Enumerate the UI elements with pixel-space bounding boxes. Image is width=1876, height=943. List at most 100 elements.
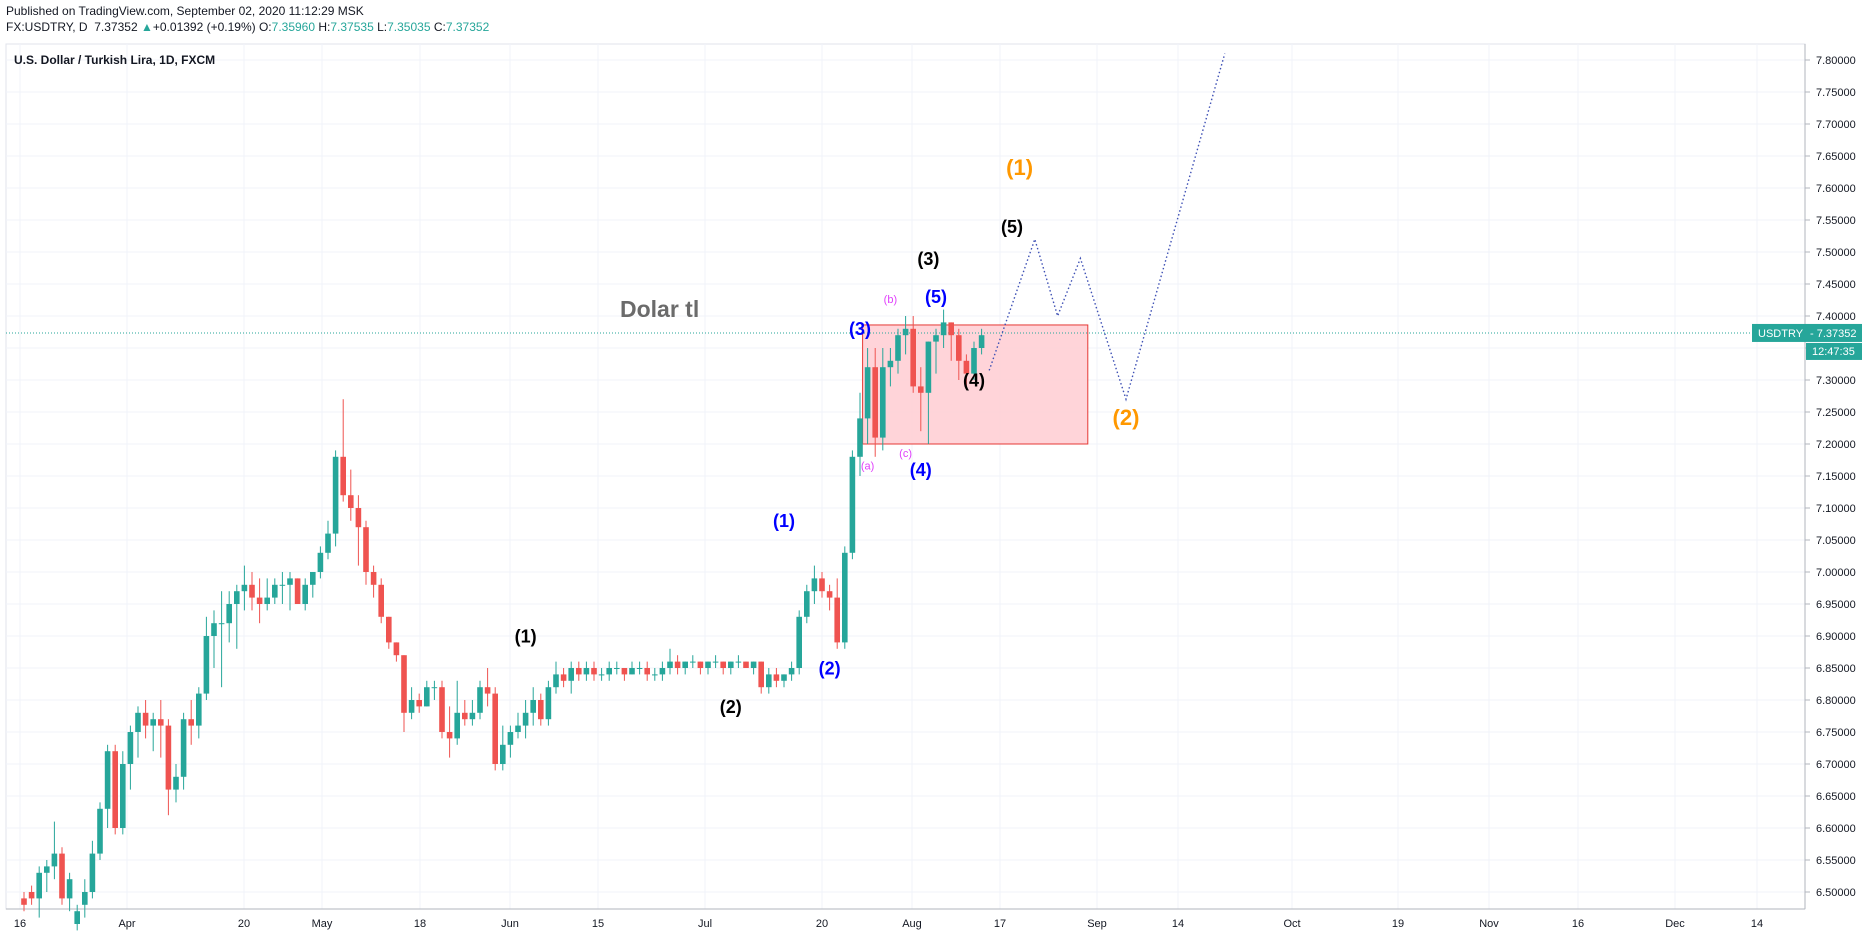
close-label: C:	[433, 20, 446, 34]
wave-label: (a)	[861, 461, 874, 473]
countdown-box	[1806, 342, 1862, 360]
candle-body	[302, 584, 308, 604]
candle-body	[644, 668, 650, 675]
change-arrow-icon: ▲	[140, 20, 153, 34]
candle-body	[469, 712, 476, 720]
price-tick-label: 7.20000	[1816, 439, 1856, 451]
candle-body	[766, 674, 772, 688]
time-axis[interactable]: 16 Apr 20 May 18 Jun 15 Jul 20 Aug 17 Sep 14 Oct 19 Nov…	[6, 908, 1805, 930]
time-tick-label: 16	[1572, 918, 1584, 930]
candle-body	[880, 367, 886, 438]
candle-body	[150, 719, 156, 726]
candle-body	[834, 597, 840, 643]
candle-body	[788, 668, 795, 675]
price-tick-label: 7.60000	[1816, 183, 1856, 195]
candle-body	[370, 572, 377, 585]
last-price: 7.37352	[94, 20, 138, 34]
candle-body	[294, 578, 301, 604]
price-tick-label: 6.75000	[1816, 727, 1856, 739]
candle-body	[348, 495, 354, 508]
candle-body	[279, 584, 286, 586]
wave-label: (3)	[917, 249, 939, 269]
candle-body	[583, 668, 590, 675]
candles	[21, 309, 985, 931]
open-label: O:	[258, 20, 272, 34]
candle-body	[477, 687, 483, 713]
candle-body	[196, 693, 202, 726]
candle-body	[591, 668, 597, 675]
wave-label: (2)	[819, 658, 841, 678]
time-tick-label: 19	[1392, 918, 1404, 930]
low-value: 7.35035	[387, 20, 431, 34]
wave-label: (3)	[849, 319, 871, 339]
candle-body	[363, 527, 369, 572]
candle-body	[332, 456, 339, 534]
candle-body	[925, 341, 932, 393]
candle-body	[560, 674, 567, 681]
candle-body	[393, 642, 400, 656]
wave-label: (4)	[910, 460, 932, 480]
candle-body	[211, 623, 217, 636]
candle-body	[887, 360, 894, 368]
candle-body	[51, 853, 58, 867]
candle-body	[226, 604, 232, 624]
candle-body	[203, 636, 210, 694]
candle-body	[59, 853, 65, 899]
time-tick-label: May	[312, 918, 333, 930]
time-tick-label: Aug	[902, 918, 922, 930]
candle-body	[568, 668, 574, 681]
time-tick-label: Jun	[501, 918, 519, 930]
candle-body	[142, 712, 149, 726]
countdown-label: 12:47:35	[1812, 346, 1855, 358]
price-change: +0.01392 (+0.19%)	[152, 20, 256, 34]
candle-body	[424, 687, 430, 707]
price-tick-label: 6.90000	[1816, 631, 1856, 643]
candle-body	[127, 732, 134, 764]
candle-body	[690, 661, 696, 663]
price-tick-label: 7.00000	[1816, 567, 1856, 579]
candle-body	[484, 687, 491, 694]
projection-path	[988, 53, 1226, 402]
candle-body	[120, 764, 126, 828]
candle-body	[287, 578, 293, 585]
candle-body	[82, 892, 88, 905]
candle-body	[454, 712, 460, 739]
published-note: Published on TradingView.com, September …	[6, 4, 364, 18]
candle-body	[948, 322, 954, 336]
candle-body	[74, 911, 80, 924]
candle-body	[697, 661, 704, 668]
candle-body	[735, 661, 742, 663]
price-tick-label: 6.50000	[1816, 887, 1856, 899]
candle-body	[743, 661, 749, 668]
last-price-tag: USDTRY - 7.37352 12:47:35	[1752, 323, 1862, 360]
price-tick-label: 7.30000	[1816, 375, 1856, 387]
candle-body	[241, 584, 248, 592]
price-axis[interactable]: 7.80000 7.75000 7.70000 7.65000 7.60000 7.550…	[1804, 44, 1856, 909]
candle-body	[416, 700, 422, 707]
wave-label: (4)	[963, 370, 985, 390]
candle-body	[515, 725, 521, 732]
candle-body	[621, 668, 628, 675]
candle-body	[44, 866, 50, 873]
candle-body	[355, 508, 362, 528]
candle-body	[272, 584, 278, 598]
price-tick-label: 6.70000	[1816, 759, 1856, 771]
candle-body	[386, 616, 392, 643]
candle-body	[598, 674, 605, 676]
wave-label: (2)	[1113, 405, 1140, 430]
candle-body	[576, 668, 582, 675]
time-tick-label: Apr	[118, 918, 135, 930]
candle-body	[849, 456, 856, 553]
candle-body	[940, 322, 947, 336]
candle-body	[431, 687, 438, 689]
price-tick-label: 7.70000	[1816, 119, 1856, 131]
candle-body	[758, 661, 764, 688]
price-tick-label: 7.15000	[1816, 471, 1856, 483]
wave-label: (5)	[1001, 217, 1023, 237]
candle-body	[864, 367, 871, 419]
candle-body	[97, 808, 103, 854]
time-tick-label: 20	[816, 918, 828, 930]
candle-body	[112, 751, 118, 828]
candle-body	[188, 719, 194, 726]
